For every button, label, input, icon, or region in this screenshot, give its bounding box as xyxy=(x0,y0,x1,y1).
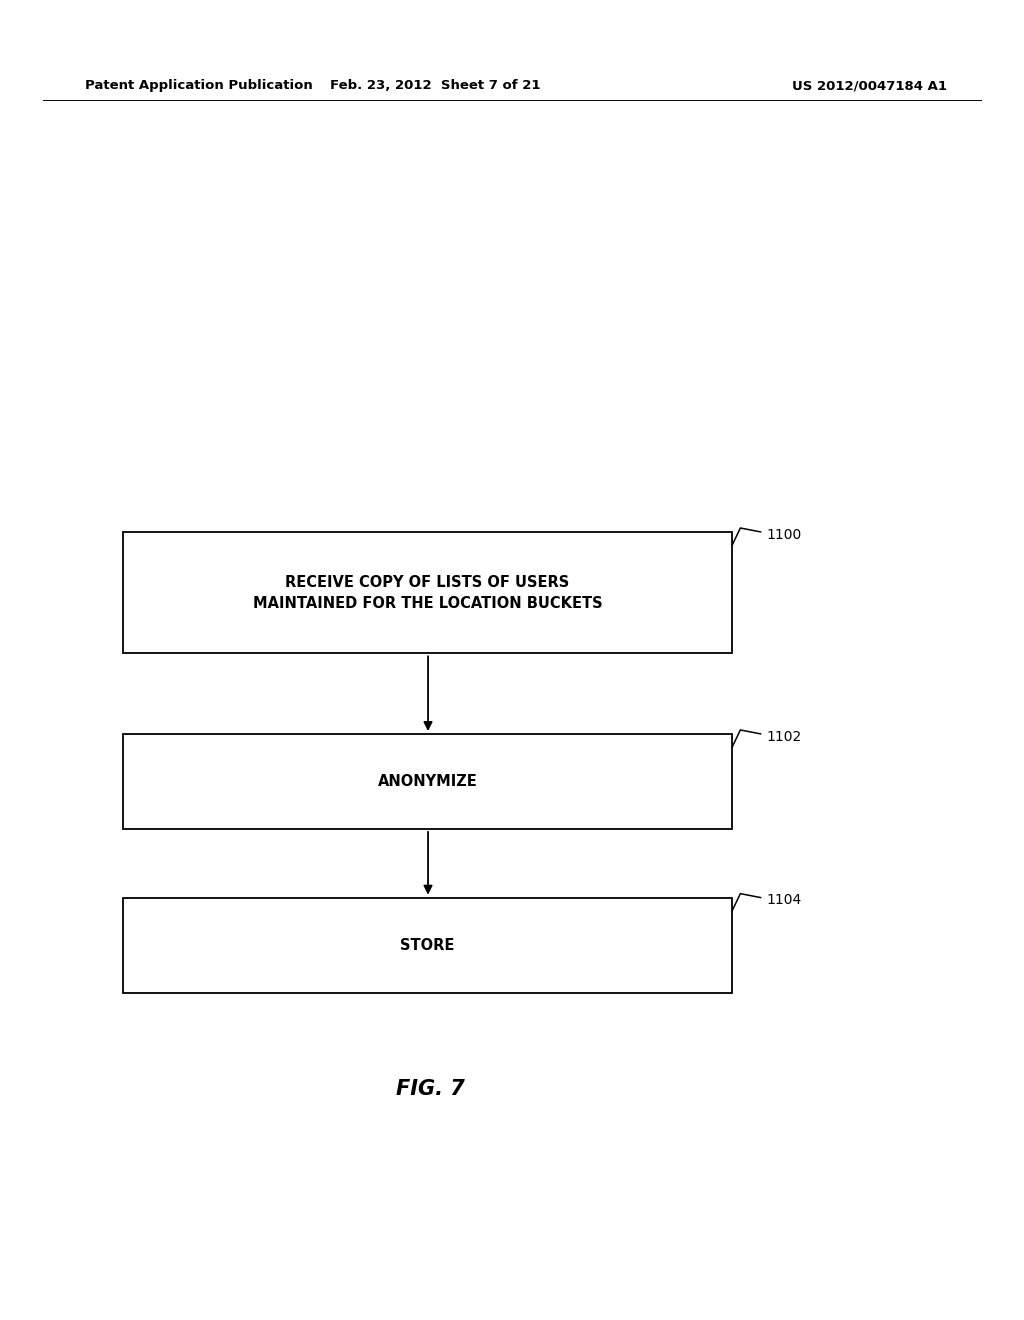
Bar xyxy=(123,898,732,993)
Text: RECEIVE COPY OF LISTS OF USERS
MAINTAINED FOR THE LOCATION BUCKETS: RECEIVE COPY OF LISTS OF USERS MAINTAINE… xyxy=(253,574,602,611)
Text: 1102: 1102 xyxy=(766,730,801,743)
Bar xyxy=(123,532,732,653)
Text: STORE: STORE xyxy=(400,937,455,953)
Text: FIG. 7: FIG. 7 xyxy=(395,1078,465,1100)
Text: US 2012/0047184 A1: US 2012/0047184 A1 xyxy=(793,79,947,92)
Text: 1104: 1104 xyxy=(766,894,801,907)
Text: ANONYMIZE: ANONYMIZE xyxy=(378,774,477,789)
Bar xyxy=(123,734,732,829)
Text: Patent Application Publication: Patent Application Publication xyxy=(85,79,312,92)
Text: 1100: 1100 xyxy=(766,528,801,541)
Text: Feb. 23, 2012  Sheet 7 of 21: Feb. 23, 2012 Sheet 7 of 21 xyxy=(330,79,541,92)
